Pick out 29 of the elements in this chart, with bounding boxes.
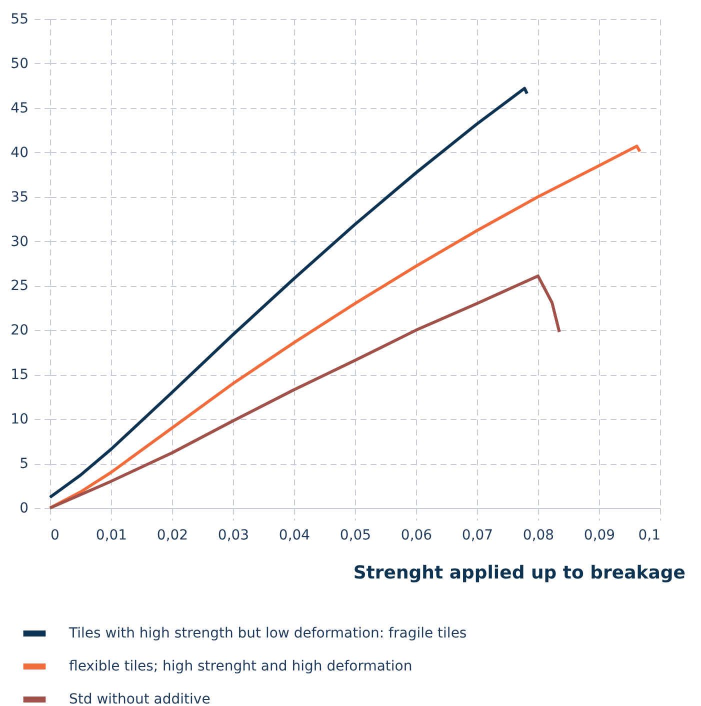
x-tick-label: 0,04 (278, 528, 310, 544)
y-tick-label: 50 (10, 56, 28, 72)
y-tick-label: 15 (10, 367, 28, 384)
y-tick-label: 55 (10, 12, 28, 28)
x-tick-label: 0,1 (638, 528, 660, 544)
y-tick-label: 25 (10, 278, 28, 294)
y-tick-label: 0 (20, 500, 28, 516)
x-tick-label: 0,03 (218, 528, 250, 544)
y-tick-label: 10 (10, 412, 28, 428)
x-tick-label: 0,02 (156, 528, 188, 544)
x-tick-label: 0,05 (340, 528, 372, 544)
x-tick-label: 0 (50, 528, 60, 544)
line-series (48, 86, 529, 499)
line-series (48, 274, 561, 510)
x-tick-label: 0,08 (522, 528, 554, 544)
legend-label: Tiles with high strength but low deformation: fragile tiles (68, 626, 467, 642)
y-tick-label: 35 (10, 189, 28, 206)
x-tick-label: 0,06 (400, 528, 432, 544)
x-tick-label: 0,01 (96, 528, 128, 544)
x-tick-label: 0,07 (462, 528, 494, 544)
y-tick-label: 40 (10, 144, 28, 161)
x-tick-label: 0,09 (584, 528, 616, 544)
y-tick-label: 30 (10, 234, 28, 250)
y-tick-label: 5 (20, 456, 28, 472)
x-axis-title: Strenght applied up to breakage (353, 562, 686, 584)
y-tick-label: 45 (10, 100, 28, 116)
legend-label: Std without additive (69, 692, 210, 706)
y-tick-label: 20 (10, 322, 28, 339)
legend-label: flexible tiles; high strenght and high deformation (69, 658, 412, 674)
